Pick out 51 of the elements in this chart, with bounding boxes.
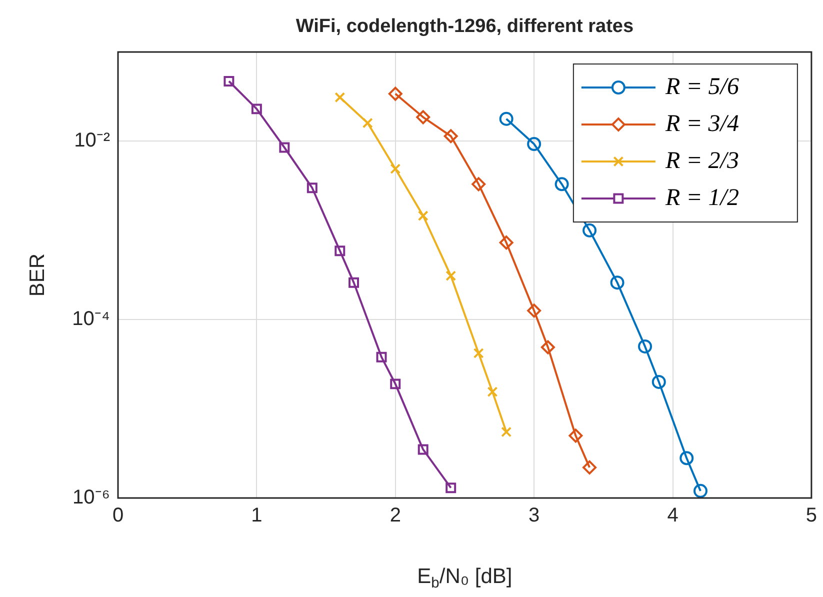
point: [540, 340, 555, 354]
point: [472, 177, 486, 192]
point: [582, 223, 597, 238]
point: [527, 137, 542, 152]
point: [638, 339, 652, 354]
legend-label: R = 3/4: [664, 110, 739, 137]
point: [251, 104, 262, 114]
x-tick-label: 1: [251, 504, 262, 527]
x-tick-label: 5: [806, 504, 817, 527]
point: [446, 482, 456, 494]
y-tick-label: 10⁻⁴: [72, 308, 110, 330]
point: [652, 374, 666, 389]
point: [499, 112, 514, 126]
point: [348, 277, 360, 288]
point: [610, 276, 624, 290]
point: [334, 92, 346, 103]
point: [418, 210, 428, 221]
point: [306, 182, 318, 194]
point: [388, 86, 402, 101]
legend-label: R = 2/3: [664, 148, 739, 174]
point: [416, 110, 430, 124]
legend-label: R = 5/6: [664, 74, 739, 100]
point: [487, 386, 498, 398]
point: [693, 484, 708, 498]
point: [334, 246, 346, 256]
point: [224, 76, 234, 86]
point: [680, 451, 694, 466]
point: [446, 270, 456, 282]
chart-title: WiFi, codelength-1296, different rates: [296, 16, 634, 38]
point: [390, 378, 401, 390]
x-tick-label: 0: [112, 504, 124, 527]
point: [418, 444, 428, 455]
point: [390, 164, 401, 174]
x-tick-label: 3: [528, 504, 540, 527]
legend-label: R = 1/2: [664, 184, 739, 211]
point: [568, 428, 583, 443]
y-tick-label: 10⁻²: [74, 130, 110, 152]
point: [444, 129, 458, 144]
x-tick-label: 2: [390, 504, 401, 527]
point: [279, 142, 290, 153]
point: [527, 304, 542, 318]
y-tick-label: 10⁻⁶: [72, 486, 110, 509]
point: [554, 177, 569, 192]
point: [473, 348, 484, 358]
x-tick-label: 4: [667, 504, 678, 527]
point: [376, 352, 387, 362]
y-axis-title: BER: [26, 253, 49, 297]
point: [499, 236, 514, 250]
point: [501, 426, 512, 438]
point: [582, 460, 597, 474]
point: [362, 118, 373, 128]
